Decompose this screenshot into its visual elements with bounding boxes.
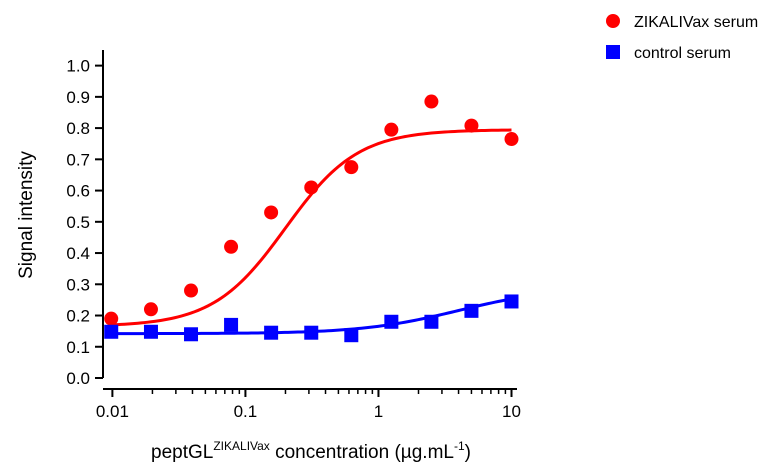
- x-axis-title-prefix: peptGL: [151, 442, 213, 463]
- data-point: [304, 325, 319, 340]
- data-point: [264, 325, 279, 340]
- x-axis-title-middle: concentration (µg.mL: [270, 442, 454, 463]
- y-tick-label: 0.4: [66, 244, 90, 263]
- x-axis-title-suffix: ): [465, 442, 471, 463]
- data-point: [384, 314, 399, 329]
- data-point: [424, 94, 439, 109]
- data-point: [424, 314, 439, 329]
- y-tick-label: 0.3: [66, 275, 90, 294]
- x-tick-label: 1: [374, 402, 383, 421]
- data-point: [304, 180, 319, 195]
- data-point: [464, 303, 479, 318]
- legend-marker: [606, 14, 620, 28]
- data-markers: [104, 94, 519, 343]
- data-point: [504, 132, 519, 147]
- y-tick-label: 0.9: [66, 88, 90, 107]
- y-tick-label: 0.8: [66, 119, 90, 138]
- data-point: [344, 328, 359, 343]
- x-axis-title: peptGLZIKALIVax concentration (µg.mL-1): [151, 439, 471, 463]
- x-axis-title-unit-superscript: -1: [454, 439, 465, 453]
- data-point: [143, 302, 158, 317]
- y-axis-title: Signal intensity: [16, 151, 37, 279]
- x-axis-title-superscript: ZIKALIVax: [213, 439, 269, 453]
- y-ticks: 0.0 0.1 0.2 0.3 0.4 0.5 0.6 0.7 0.8 0.9 1.0: [66, 57, 103, 388]
- fit-curves: [111, 128, 512, 336]
- data-point: [344, 160, 359, 175]
- y-tick-label: 0.6: [66, 182, 90, 201]
- axes: [102, 50, 517, 390]
- legend-label: ZIKALIVax serum: [634, 14, 758, 31]
- y-tick-label: 0.0: [66, 369, 90, 388]
- x-ticks: 0.01 0.1 1 10: [96, 389, 521, 421]
- x-tick-label: 0.1: [234, 402, 258, 421]
- data-point: [464, 118, 479, 133]
- fit-curve: [111, 128, 512, 327]
- data-point: [504, 294, 519, 309]
- data-point: [184, 327, 199, 342]
- legend: ZIKALIVax serum control serum: [606, 14, 758, 62]
- data-point: [224, 317, 239, 332]
- x-tick-label: 10: [502, 402, 521, 421]
- y-tick-label: 0.5: [66, 213, 90, 232]
- legend-marker: [606, 45, 620, 59]
- data-point: [104, 324, 119, 339]
- x-tick-label: 0.01: [96, 402, 129, 421]
- y-tick-label: 0.7: [66, 150, 90, 169]
- data-point: [104, 311, 119, 326]
- data-point: [384, 122, 399, 137]
- data-point: [224, 239, 239, 254]
- y-tick-label: 0.1: [66, 338, 90, 357]
- data-point: [184, 283, 199, 298]
- data-point: [143, 324, 158, 339]
- y-tick-label: 0.2: [66, 307, 90, 326]
- legend-label: control serum: [634, 45, 731, 62]
- data-point: [264, 205, 279, 220]
- y-tick-label: 1.0: [66, 57, 90, 76]
